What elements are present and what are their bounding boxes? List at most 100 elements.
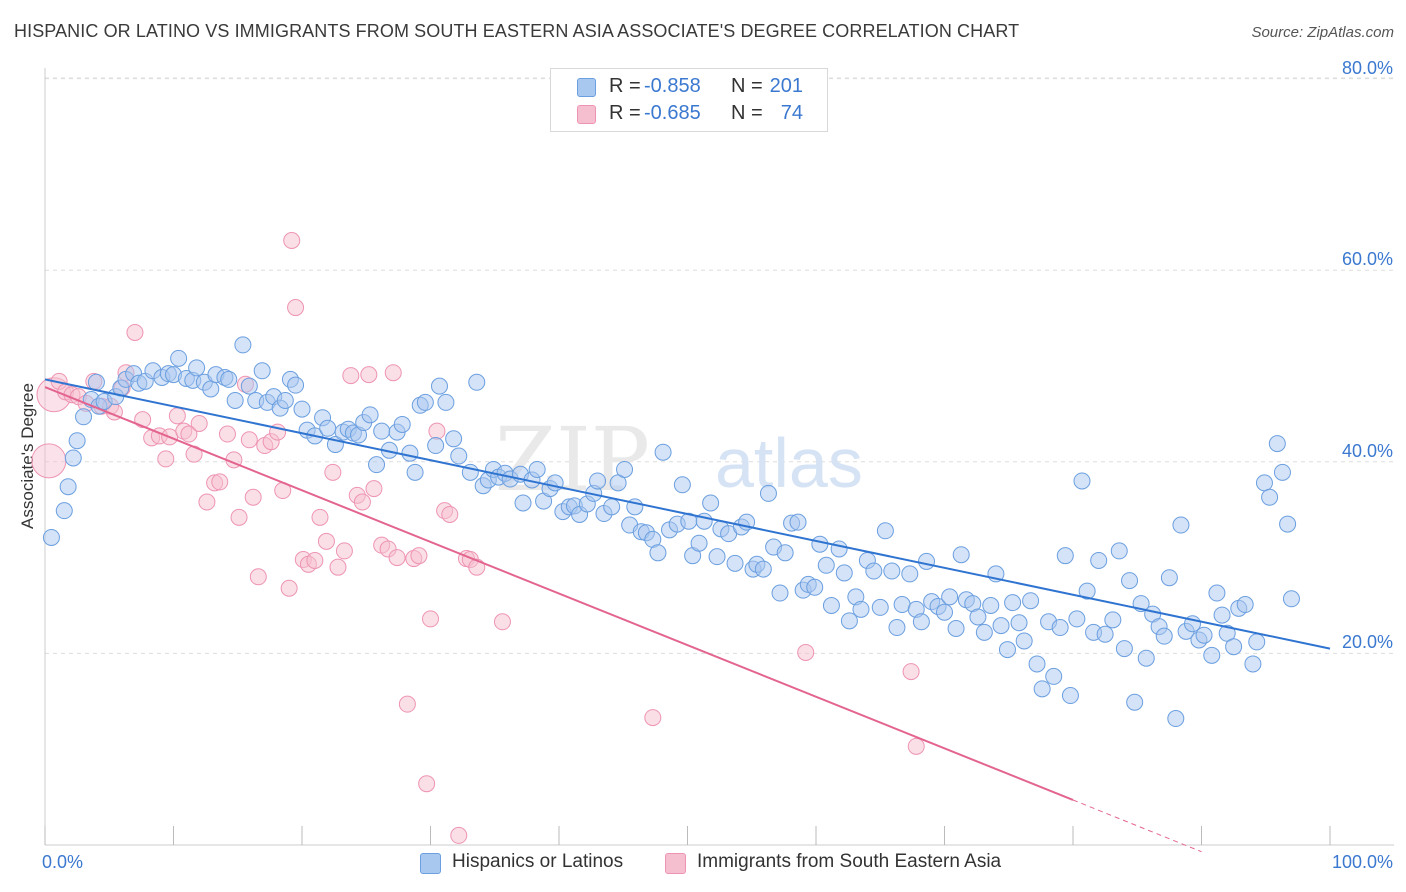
pink-point [324,463,342,481]
blue-point [1068,610,1086,628]
pink-point [198,493,216,511]
y-tick-label: 80.0% [1341,57,1393,78]
pink-point [797,643,815,661]
legend-r-label: R = [609,75,641,97]
blue-point [287,376,305,394]
blue-point [427,437,445,455]
legend-label-hispanics: Hispanics or Latinos [452,851,624,872]
pink-point [31,443,67,479]
blue-point [1015,632,1033,650]
blue-point [293,400,311,418]
x-tick-end: 100.0% [1331,852,1393,872]
blue-point [1236,596,1254,614]
blue-point [87,373,105,391]
blue-point [771,584,789,602]
chart-title: HISPANIC OR LATINO VS IMMIGRANTS FROM SO… [14,21,1020,41]
blue-point [68,432,86,450]
blue-point [1051,619,1069,637]
blue-point [1028,655,1046,673]
blue-point [1121,572,1139,590]
pink-point [218,425,236,443]
blue-point [901,565,919,583]
pink-point [388,549,406,567]
blue-point [368,456,386,474]
blue-point [673,476,691,494]
blue-point [975,623,993,641]
legend-swatch-blue [420,853,441,874]
blue-point [776,544,794,562]
blue-point [947,619,965,637]
pink-point [157,450,175,468]
blue-point [234,336,252,354]
pink-point [384,364,402,382]
legend-r-value: -0.858 [644,75,701,97]
pink-point [493,613,511,631]
blue-point [912,613,930,631]
blue-point [1010,614,1028,632]
blue-point [840,612,858,630]
watermark-atlas: atlas [715,424,863,502]
blue-point [55,502,73,520]
pink-point [644,709,662,727]
pink-point [306,551,324,569]
blue-point [649,544,667,562]
series-legend: Hispanics or Latinos Immigrants from Sou… [0,851,1406,877]
blue-point [1073,472,1091,490]
blue-point [226,391,244,409]
blue-point [690,534,708,552]
blue-point [702,494,720,512]
blue-point [1056,547,1074,565]
blue-point [1268,435,1286,453]
blue-point [1255,474,1273,492]
blue-point [1172,516,1190,534]
pink-point [902,663,920,681]
pink-point [244,488,262,506]
pink-point [428,422,446,440]
blue-point [430,377,448,395]
trend-line-pink [44,386,1074,801]
blue-point [202,380,220,398]
pink-point [280,579,298,597]
pink-point [441,505,459,523]
pink-point [283,232,301,250]
trend-line-pink-extension [1072,799,1202,853]
blue-point [188,359,206,377]
pink-point [230,508,248,526]
y-tick-label: 60.0% [1341,249,1393,270]
y-tick-label: 20.0% [1341,632,1393,653]
legend-swatch-blue [577,78,596,97]
chart-source: Source: ZipAtlas.com [1251,24,1394,41]
legend-row-pink: R = -0.685 N = 74 [551,102,827,128]
blue-point [1104,611,1122,629]
blue-point [416,393,434,411]
blue-point [982,597,1000,614]
trend-line-blue [44,378,1331,650]
blue-point [276,391,294,409]
blue-point [941,588,959,606]
legend-r-label: R = [609,102,641,124]
pink-point [450,826,468,844]
blue-point [952,546,970,564]
blue-point [871,598,889,616]
blue-point [865,562,883,580]
blue-point [1061,687,1079,705]
x-tick-start: 0.0% [42,852,84,872]
blue-point [754,560,772,578]
blue-point [876,522,894,540]
pink-point [180,425,198,443]
pink-point [335,542,353,560]
blue-point [616,460,634,478]
pink-point [422,610,439,628]
legend-r-value: -0.685 [644,102,701,124]
legend-swatch-pink [665,853,686,874]
legend-n-label: N = [731,75,763,97]
pink-point [168,407,186,425]
blue-point [406,463,424,481]
legend-n-label: N = [731,102,763,124]
legend-label-se-asia: Immigrants from South Eastern Asia [697,851,1002,872]
blue-point [240,377,258,395]
pink-point [211,473,229,491]
blue-point [1137,649,1155,667]
blue-point [1155,627,1173,645]
